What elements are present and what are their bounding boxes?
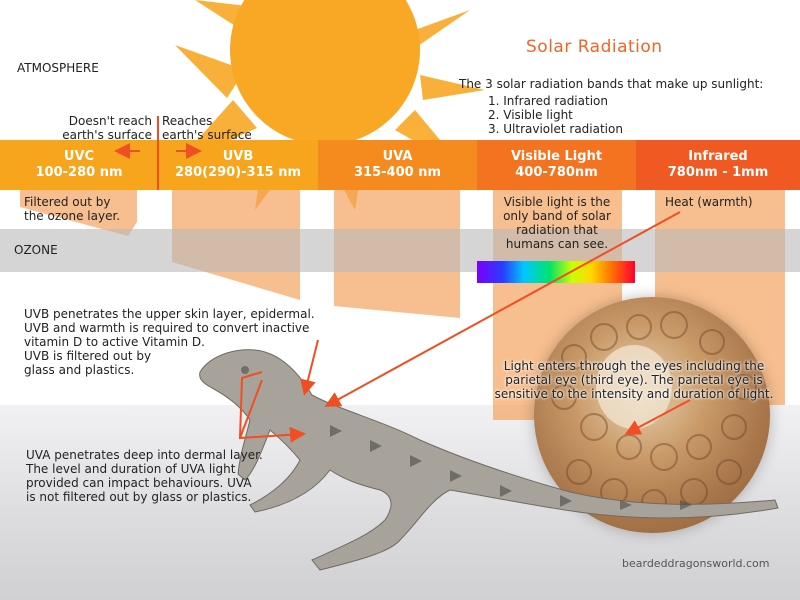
band-name: UVB <box>222 149 254 164</box>
visible-spectrum-bar <box>477 261 635 283</box>
band-infrared: Infrared 780nm - 1mm <box>636 140 800 190</box>
doesnt-reach-label: Doesn't reach earth's surface <box>62 114 152 142</box>
band-name: Visible Light <box>510 149 603 164</box>
list-item: 3. Ultraviolet radiation <box>488 122 623 136</box>
uva-arrow <box>238 371 306 443</box>
bands-list: 1. Infrared radiation 2. Visible light 3… <box>488 94 623 136</box>
bands-row: UVC 100-280 nm UVB 280(290)-315 nm UVA 3… <box>0 140 800 190</box>
atmosphere-label: ATMOSPHERE <box>17 61 99 75</box>
parietal-eye-note: Light enters through the eyes including … <box>494 359 774 401</box>
band-range: 315-400 nm <box>354 165 441 180</box>
band-visible-light: Visible Light 400-780nm <box>477 140 636 190</box>
infrared-arrow <box>324 211 681 407</box>
band-name: UVA <box>382 149 413 164</box>
ozone-label: OZONE <box>14 243 58 257</box>
reaches-label: Reaches earth's surface <box>162 114 252 142</box>
intro-text: The 3 solar radiation bands that make up… <box>459 77 764 91</box>
uva-note: UVA penetrates deep into dermal layer. T… <box>26 448 263 504</box>
skin-texture <box>551 311 757 515</box>
uvc-column <box>20 190 137 236</box>
band-range: 100-280 nm <box>35 165 123 180</box>
uvb-arrow <box>300 339 319 396</box>
list-item: 1. Infrared radiation <box>488 94 608 108</box>
band-uvc: UVC 100-280 nm <box>0 140 158 190</box>
ozone-layer <box>0 229 800 272</box>
band-range: 280(290)-315 nm <box>174 165 301 180</box>
uvc-note: Filtered out by the ozone layer. <box>24 195 121 223</box>
sun-icon <box>175 0 485 210</box>
band-range: 780nm - 1mm <box>667 165 769 180</box>
parietal-eye-closeup <box>534 297 770 533</box>
uvb-note: UVB penetrates the upper skin layer, epi… <box>24 307 315 377</box>
band-name: UVC <box>63 149 95 164</box>
visible-light-note: Visible light is the only band of solar … <box>503 195 611 251</box>
watermark: beardeddragonsworld.com <box>622 557 770 570</box>
band-uva: UVA 315-400 nm <box>318 140 477 190</box>
band-uvb: UVB 280(290)-315 nm <box>158 140 318 190</box>
band-name: Infrared <box>688 149 748 164</box>
band-range: 400-780nm <box>515 165 598 180</box>
eye-arrow <box>624 399 691 435</box>
uva-arrow-2 <box>239 379 263 439</box>
page-title: Solar Radiation <box>526 37 663 57</box>
infrared-note: Heat (warmth) <box>665 195 753 209</box>
list-item: 2. Visible light <box>488 108 573 122</box>
